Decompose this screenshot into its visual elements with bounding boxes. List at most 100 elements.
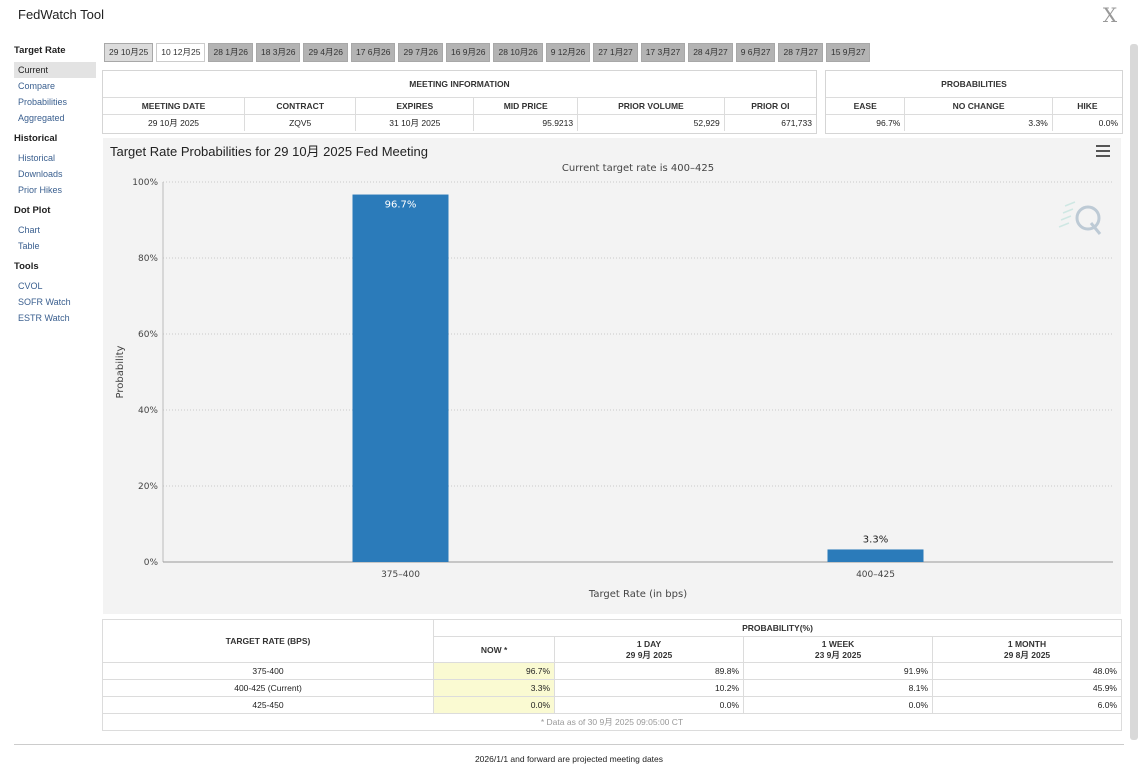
tab-meeting-date[interactable]: 28 10月26 (493, 43, 543, 62)
tab-meeting-date[interactable]: 10 12月25 (156, 43, 206, 62)
probability-column-header: NO CHANGE (904, 97, 1053, 115)
one-week-cell: 8.1% (743, 679, 934, 697)
bar-400–425[interactable] (827, 549, 924, 562)
tab-meeting-date[interactable]: 28 4月27 (688, 43, 733, 62)
now-cell: 96.7% (432, 662, 556, 680)
tab-meeting-date[interactable]: 9 6月27 (735, 43, 776, 62)
bar-data-label: 3.3% (863, 534, 888, 545)
probability-column-header: HIKE (1051, 97, 1123, 115)
x-tick-label: 400–425 (856, 570, 895, 580)
target-rate-cell: 400-425 (Current) (102, 679, 434, 697)
column-label: 1 DAY (636, 638, 662, 649)
meeting-info-column-header: CONTRACT (244, 97, 357, 115)
y-tick-label: 100% (132, 178, 158, 188)
sidebar-item-current[interactable]: Current (14, 62, 96, 78)
meeting-info-value: 95.9213 (473, 114, 579, 132)
probability-column-header: EASE (825, 97, 906, 115)
tab-meeting-date[interactable]: 28 1月26 (208, 43, 253, 62)
chart-panel: Target Rate Probabilities for 29 10月 202… (103, 138, 1121, 614)
column-label: NOW * (480, 644, 508, 655)
column-label: 1 WEEK (821, 638, 855, 649)
one-day-cell: 89.8% (554, 662, 745, 680)
y-tick-label: 40% (138, 406, 158, 416)
chart-title: Target Rate Probabilities for 29 10月 202… (110, 144, 428, 159)
tab-meeting-date[interactable]: 29 4月26 (303, 43, 348, 62)
tab-meeting-date[interactable]: 15 9月27 (825, 43, 871, 62)
meeting-info-column-header: MEETING DATE (102, 97, 246, 115)
bar-data-label: 96.7% (385, 200, 417, 211)
meeting-date-tabs: 29 10月25 10 12月25 28 1月26 18 3月26 29 4月26 17 … (104, 43, 871, 62)
now-cell: 0.0% (432, 696, 556, 714)
sidebar-group: Tools CVOL SOFR Watch ESTR Watch (14, 260, 96, 326)
tab-meeting-date[interactable]: 28 7月27 (778, 43, 823, 62)
sidebar-item-table[interactable]: Table (18, 241, 40, 251)
meeting-info-value: 31 10月 2025 (355, 114, 475, 132)
data-as-of-note: * Data as of 30 9月 2025 09:05:00 CT (102, 713, 1122, 731)
target-rate-cell: 375-400 (102, 662, 434, 680)
sidebar-item-downloads[interactable]: Downloads (18, 169, 63, 179)
meeting-info-value: 29 10月 2025 (102, 114, 246, 132)
meeting-info-column-header: EXPIRES (355, 97, 475, 115)
tab-meeting-date[interactable]: 27 1月27 (593, 43, 638, 62)
meeting-info-value: 52,929 (577, 114, 725, 132)
app-title: FedWatch Tool (18, 7, 104, 22)
y-tick-label: 60% (138, 330, 158, 340)
title-bar: FedWatch Tool X (0, 0, 1138, 34)
tab-meeting-date[interactable]: 29 7月26 (398, 43, 443, 62)
one-week-cell: 0.0% (743, 696, 934, 714)
probability-column-header: 1 WEEK 23 9月 2025 (743, 636, 934, 663)
meeting-info-title: MEETING INFORMATION (102, 70, 817, 98)
hamburger-menu-icon[interactable] (1096, 145, 1110, 157)
tab-meeting-date[interactable]: 9 12月26 (545, 43, 591, 62)
footnote-row: * Data as of 30 9月 2025 09:05:00 CT (102, 713, 1122, 731)
probability-column-header: 1 DAY 29 9月 2025 (554, 636, 745, 663)
scrollbar[interactable] (1130, 44, 1138, 740)
sidebar-item-aggregated[interactable]: Aggregated (18, 113, 65, 123)
sidebar-item-sofr-watch[interactable]: SOFR Watch (18, 297, 71, 307)
tab-meeting-date[interactable]: 17 6月26 (350, 43, 396, 62)
meeting-info-column-header: MID PRICE (473, 97, 579, 115)
probability-table: TARGET RATE (BPS) PROBABILITY(%) NOW * 1 … (102, 619, 1122, 731)
tab-meeting-date[interactable]: 17 3月27 (640, 43, 686, 62)
bar-chart: Current target rate is 400–425 0% 20% 40% 60… (115, 163, 1113, 600)
sidebar-heading: Tools (14, 261, 39, 272)
meeting-info-value: ZQV5 (244, 114, 357, 132)
sidebar-item-estr-watch[interactable]: ESTR Watch (18, 313, 70, 323)
y-tick-label: 0% (144, 558, 159, 568)
column-date: 23 9月 2025 (814, 649, 862, 660)
sidebar-item-compare[interactable]: Compare (18, 81, 56, 91)
table-row: 425-450 0.0% 0.0% 0.0% 6.0% (102, 696, 1122, 714)
sidebar-heading: Dot Plot (14, 205, 51, 216)
target-rate-header: TARGET RATE (BPS) (102, 619, 434, 663)
chart-subtitle: Current target rate is 400–425 (562, 163, 714, 174)
target-rate-cell: 425-450 (102, 696, 434, 714)
table-row: 400-425 (Current) 3.3% 10.2% 8.1% 45.9% (102, 679, 1122, 697)
probability-column-header: NOW * (432, 636, 556, 663)
probabilities-title: PROBABILITIES (825, 70, 1123, 98)
sidebar-item-prior-hikes[interactable]: Prior Hikes (18, 185, 63, 195)
sidebar-group: Target Rate Current Compare Probabilities Ag… (14, 44, 96, 126)
divider (14, 744, 1124, 745)
probability-value: 0.0% (1051, 114, 1123, 132)
sidebar-item-probabilities[interactable]: Probabilities (18, 97, 68, 107)
sidebar-item-cvol[interactable]: CVOL (18, 281, 43, 291)
tab-meeting-date[interactable]: 16 9月26 (445, 43, 491, 62)
probability-value: 96.7% (825, 114, 906, 132)
column-date: 29 9月 2025 (625, 649, 673, 660)
sidebar-heading: Historical (14, 133, 58, 144)
sidebar-item-chart[interactable]: Chart (18, 225, 41, 235)
meeting-info-panel: MEETING INFORMATION MEETING DATE CONTRACT… (102, 70, 817, 134)
sidebar-item-historical[interactable]: Historical (18, 153, 56, 163)
bar-375–400[interactable] (352, 194, 449, 562)
one-month-cell: 6.0% (932, 696, 1122, 714)
y-tick-label: 20% (138, 482, 158, 492)
tab-meeting-date[interactable]: 18 3月26 (255, 43, 301, 62)
table-row: 375-400 96.7% 89.8% 91.9% 48.0% (102, 662, 1122, 680)
sidebar-heading: Target Rate (14, 45, 66, 56)
column-label: 1 MONTH (1007, 638, 1047, 649)
close-icon[interactable]: X (1102, 3, 1118, 27)
tab-meeting-date[interactable]: 29 10月25 (104, 43, 154, 62)
now-cell: 3.3% (432, 679, 556, 697)
quikstrike-logo-icon (1058, 201, 1102, 235)
one-day-cell: 0.0% (554, 696, 745, 714)
